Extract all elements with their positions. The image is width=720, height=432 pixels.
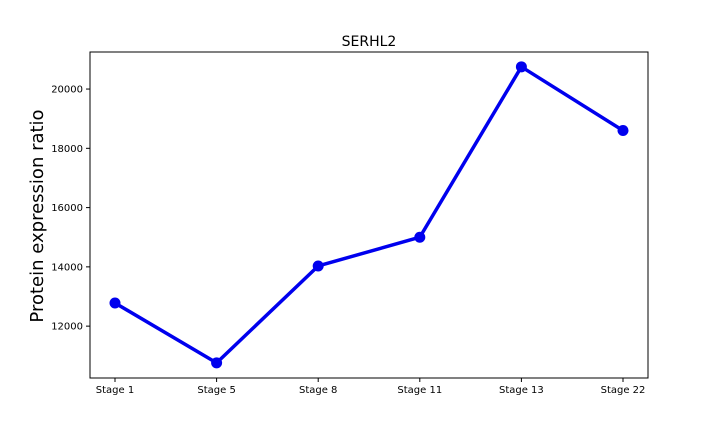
data-point [109,297,121,309]
x-tick-label: Stage 8 [299,385,337,396]
series-line [114,65,624,365]
x-tick-label: Stage 1 [96,385,134,396]
y-axis: 12000 14000 16000 18000 20000 [51,85,90,333]
data-point [211,357,223,369]
data-point [414,231,426,243]
data-point [312,260,324,272]
y-tick-label: 16000 [51,203,83,214]
x-axis: Stage 1 Stage 5 Stage 8 Stage 11 Stage 13 Sta… [96,378,646,396]
y-axis-label: Protein expression ratio [27,109,48,322]
x-tick-label: Stage 5 [197,385,235,396]
data-point [515,61,527,73]
x-tick-label: Stage 11 [397,385,442,396]
x-tick-label: Stage 22 [601,385,646,396]
series-group [109,61,629,369]
y-tick-label: 18000 [51,144,83,155]
y-tick-label: 14000 [51,262,83,273]
plot-area-frame [89,51,649,379]
y-tick-label: 12000 [51,322,83,333]
x-tick-label: Stage 13 [499,385,544,396]
chart-title: SERHL2 [342,34,397,50]
data-point [617,125,629,137]
y-tick-label: 20000 [51,85,83,96]
